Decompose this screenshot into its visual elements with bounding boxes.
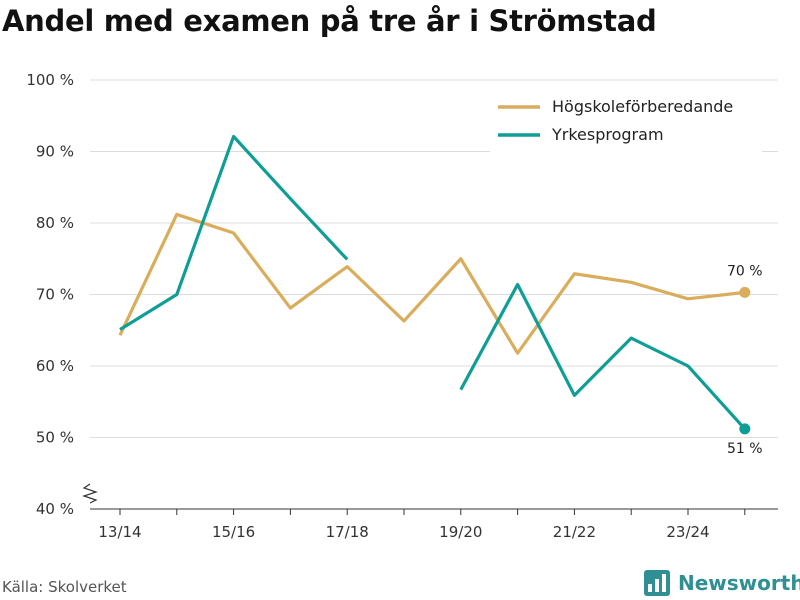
line-chart: 40 % 50 % 60 % 70 % 80 % 90 % 100 % 13/14 15/16… xyxy=(26,71,778,541)
source-note: Källa: Skolverket xyxy=(2,578,127,596)
x-tick-label: 13/14 xyxy=(98,523,141,541)
brand-logo: Newsworthy xyxy=(644,569,800,597)
end-point xyxy=(739,286,751,298)
data-label: 51 % xyxy=(727,441,763,457)
series-lines xyxy=(118,134,746,430)
x-tick-label: 15/16 xyxy=(212,523,255,541)
y-tick-label: 40 % xyxy=(36,500,74,518)
x-tick-label: 23/24 xyxy=(666,523,709,541)
y-tick-label: 50 % xyxy=(36,429,74,447)
end-point xyxy=(739,423,751,435)
y-tick-label: 70 % xyxy=(36,286,74,304)
y-tick-label: 60 % xyxy=(36,357,74,375)
x-tick-label: 19/20 xyxy=(439,523,482,541)
bar-chart-icon xyxy=(644,570,670,596)
axis-break-icon xyxy=(82,483,98,504)
y-tick-label: 100 % xyxy=(26,71,74,89)
series-line xyxy=(119,134,349,331)
legend-label-yrkesprogram: Yrkesprogram xyxy=(551,125,664,144)
brand-name: Newsworthy xyxy=(678,571,800,595)
x-axis: 13/14 15/16 17/18 19/20 21/22 23/24 xyxy=(82,483,778,541)
x-tick-label: 21/22 xyxy=(553,523,596,541)
y-tick-label: 90 % xyxy=(36,143,74,161)
x-tick-label: 17/18 xyxy=(326,523,369,541)
data-label: 70 % xyxy=(727,263,763,279)
y-tick-label: 80 % xyxy=(36,214,74,232)
chart-title: Andel med examen på tre år i Strömstad xyxy=(2,4,657,38)
y-axis: 40 % 50 % 60 % 70 % 80 % 90 % 100 % xyxy=(26,71,74,518)
series-line xyxy=(118,212,745,355)
legend: Högskoleförberedande Yrkesprogram xyxy=(490,90,762,152)
legend-label-hogskoleforberedande: Högskoleförberedande xyxy=(552,97,733,116)
legend-background xyxy=(490,90,762,152)
end-points: 70 % 51 % xyxy=(727,263,763,457)
series-line xyxy=(459,282,746,430)
